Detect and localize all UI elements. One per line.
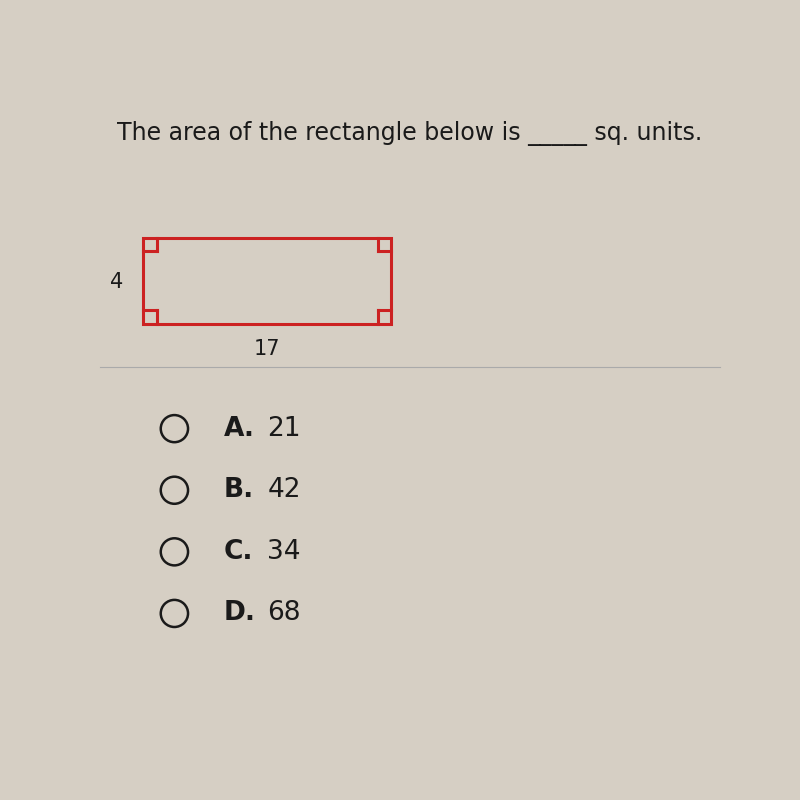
Text: 21: 21 — [267, 416, 301, 442]
Text: 17: 17 — [254, 339, 281, 359]
Text: 42: 42 — [267, 478, 301, 503]
Text: 34: 34 — [267, 539, 301, 565]
Text: 4: 4 — [110, 272, 123, 292]
Text: B.: B. — [224, 478, 254, 503]
Text: The area of the rectangle below is _____ sq. units.: The area of the rectangle below is _____… — [118, 121, 702, 146]
Text: C.: C. — [224, 539, 254, 565]
Text: 68: 68 — [267, 601, 301, 626]
Text: D.: D. — [224, 601, 256, 626]
Text: A.: A. — [224, 416, 255, 442]
Bar — [143, 238, 391, 324]
